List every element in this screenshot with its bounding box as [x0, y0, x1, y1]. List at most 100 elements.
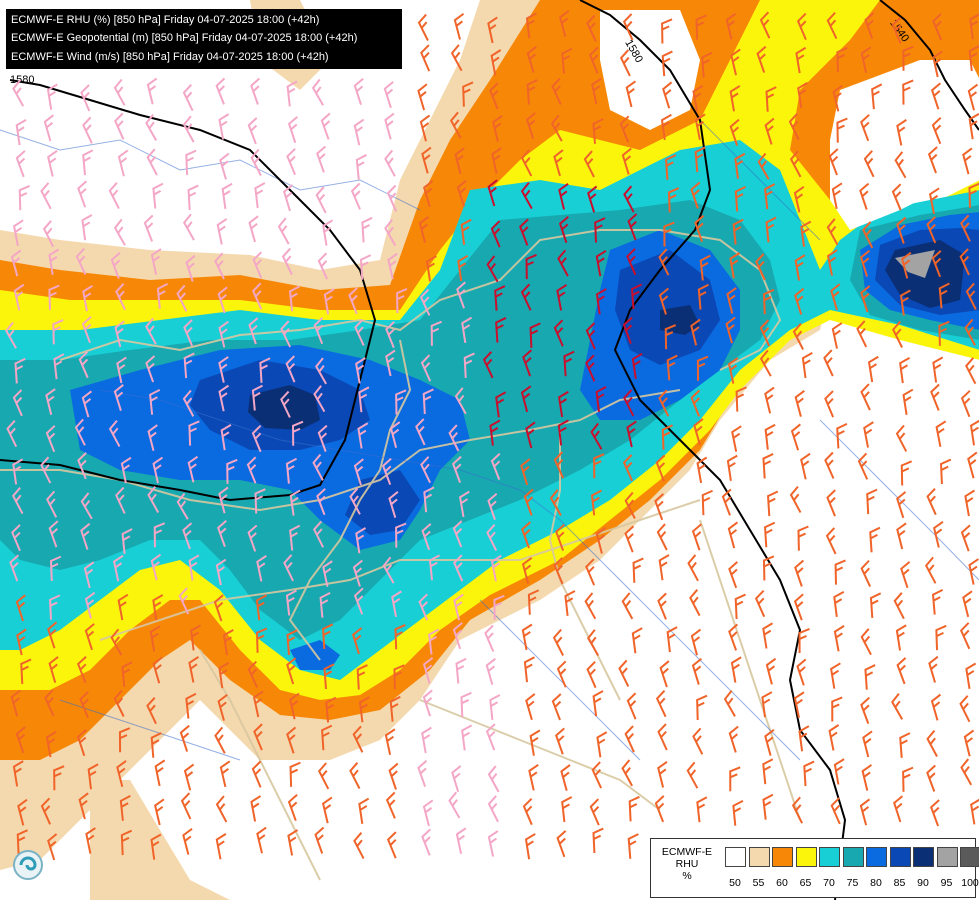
wind-barb [694, 113, 706, 140]
wind-barb [730, 656, 742, 683]
wind-barb [425, 255, 437, 282]
wind-barb [520, 283, 532, 311]
wind-barb [152, 182, 164, 209]
wind-barb [386, 184, 398, 212]
wind-barb [256, 555, 267, 582]
wind-barb [895, 624, 907, 651]
wind-barb [12, 458, 24, 485]
wind-barb [113, 218, 126, 246]
wind-barb [564, 590, 576, 617]
wind-barb [828, 148, 839, 176]
wind-barb [385, 791, 396, 819]
wind-barb [18, 184, 30, 211]
wind-barb [14, 357, 26, 384]
wind-barb [353, 587, 364, 615]
wind-barb [630, 283, 643, 310]
wind-barb [587, 185, 598, 213]
wind-barb [794, 390, 805, 417]
wind-barb [146, 77, 158, 105]
wind-barb [219, 152, 230, 180]
wind-barb [419, 288, 431, 316]
wind-barb [658, 248, 670, 276]
wind-barb [927, 146, 938, 174]
wind-barb [619, 115, 630, 143]
wind-barb [831, 182, 843, 209]
wind-barb [938, 320, 950, 346]
legend-title-variable: RHU [675, 858, 699, 870]
wind-barb [484, 624, 495, 652]
wind-barb [894, 151, 907, 179]
wind-barb [727, 357, 739, 384]
wind-barb [216, 218, 228, 245]
wind-barb [528, 763, 539, 791]
wind-barb [960, 524, 971, 552]
wind-barb [75, 247, 87, 276]
legend-swatch-50 [725, 847, 746, 867]
wind-barb [46, 83, 58, 110]
wind-barb [657, 592, 667, 620]
wind-barb [12, 79, 25, 107]
wind-barb [628, 795, 640, 822]
wind-barb [422, 656, 434, 684]
wind-barb [901, 251, 912, 279]
wind-barb [485, 723, 496, 751]
wind-barb [928, 187, 940, 214]
wind-barb [619, 49, 631, 77]
wind-barb [723, 689, 736, 717]
wind-barb [322, 623, 334, 649]
wind-barb [900, 561, 911, 589]
wind-barb [87, 763, 99, 790]
wind-barb [456, 179, 467, 207]
wind-barb [182, 389, 195, 417]
wind-barb [355, 154, 367, 180]
wind-barb [84, 623, 95, 651]
wind-barb [485, 657, 496, 685]
wind-barb [522, 797, 533, 826]
wind-barb [825, 527, 837, 555]
wind-barb [255, 594, 267, 621]
wind-barb [179, 724, 190, 752]
wind-barb [277, 217, 290, 245]
legend-swatch-90 [913, 847, 934, 867]
wind-barb [859, 182, 870, 210]
wind-barb [423, 180, 434, 208]
wind-barb [218, 113, 230, 140]
wind-barb [381, 457, 392, 485]
wind-barb [454, 387, 467, 415]
legend-label-55: 55 [752, 877, 765, 889]
wind-barb [526, 79, 538, 105]
wind-barb [154, 759, 166, 787]
wind-barb [867, 355, 879, 383]
wind-barb [490, 220, 501, 248]
wind-barb [764, 386, 775, 414]
legend-label-50: 50 [729, 877, 741, 889]
wind-barb [259, 357, 271, 383]
wind-barb [864, 664, 876, 690]
wind-barb [856, 320, 868, 348]
wind-barb [77, 180, 88, 208]
wind-barb [492, 115, 503, 142]
wind-barb [5, 321, 17, 349]
wind-barb [764, 423, 776, 450]
wind-barb [213, 594, 224, 622]
wind-barbs [5, 10, 979, 861]
wind-barb [860, 383, 871, 411]
legend-swatch-80 [866, 847, 887, 867]
wind-barb [657, 760, 668, 788]
wind-barb [78, 351, 89, 379]
wind-barb [221, 182, 233, 210]
wind-barb [932, 13, 943, 41]
legend-label-70: 70 [823, 877, 835, 889]
wind-barb [793, 691, 805, 719]
wind-barb [621, 592, 634, 620]
wind-barb [860, 46, 872, 74]
wind-barb [250, 77, 261, 105]
wind-barb [729, 85, 741, 112]
wind-barb [82, 116, 93, 144]
wind-barb [591, 77, 602, 105]
wind-barb [556, 830, 567, 858]
wind-barb [42, 220, 55, 248]
wind-barb [560, 764, 571, 791]
wind-barb [701, 489, 713, 516]
wind-barb [254, 182, 266, 209]
